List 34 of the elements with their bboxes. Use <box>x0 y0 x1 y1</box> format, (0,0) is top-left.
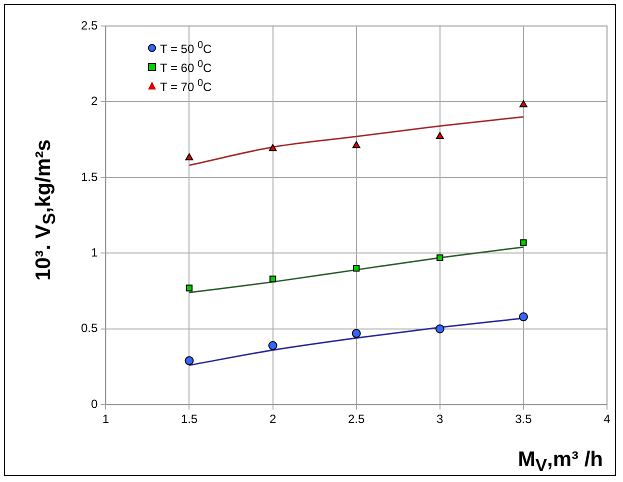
y-tick-label: 1 <box>90 245 98 260</box>
y-tick-label: 1.5 <box>80 170 98 184</box>
point <box>186 284 193 292</box>
x-tick-label: 2 <box>269 412 276 426</box>
point <box>269 276 276 282</box>
point <box>268 341 278 350</box>
point <box>519 100 528 108</box>
x-tick-label: 4 <box>604 412 611 426</box>
point <box>352 141 360 148</box>
x-axis-title: M$_{V}$,m³ /h <box>518 448 603 476</box>
y-tick-label: 0 <box>90 396 98 411</box>
point <box>436 132 444 140</box>
point <box>185 153 194 160</box>
y-tick-label: 0.5 <box>80 321 98 336</box>
point <box>518 312 528 322</box>
point <box>436 254 444 262</box>
x-tick-label: 3 <box>436 412 444 426</box>
y-tick-label: 2 <box>90 94 98 108</box>
line-series <box>188 116 524 166</box>
x-tick-label: 1 <box>102 412 110 426</box>
point <box>435 324 444 334</box>
y-tick-label: 2.5 <box>80 18 98 32</box>
point <box>520 239 527 246</box>
point <box>353 264 360 272</box>
point <box>352 328 361 338</box>
line-series <box>188 246 524 294</box>
point <box>184 356 194 366</box>
x-tick-label: 3.5 <box>515 412 532 426</box>
x-tick-label: 2.5 <box>348 412 366 426</box>
x-tick-label: 1.5 <box>180 412 198 426</box>
point <box>268 144 277 152</box>
legend-label: T = 50 $^{0}$C <box>160 39 212 57</box>
legend-label: T = 70 $^{0}$C <box>160 77 212 95</box>
legend-label: T = 60 $^{0}$C <box>160 58 212 76</box>
